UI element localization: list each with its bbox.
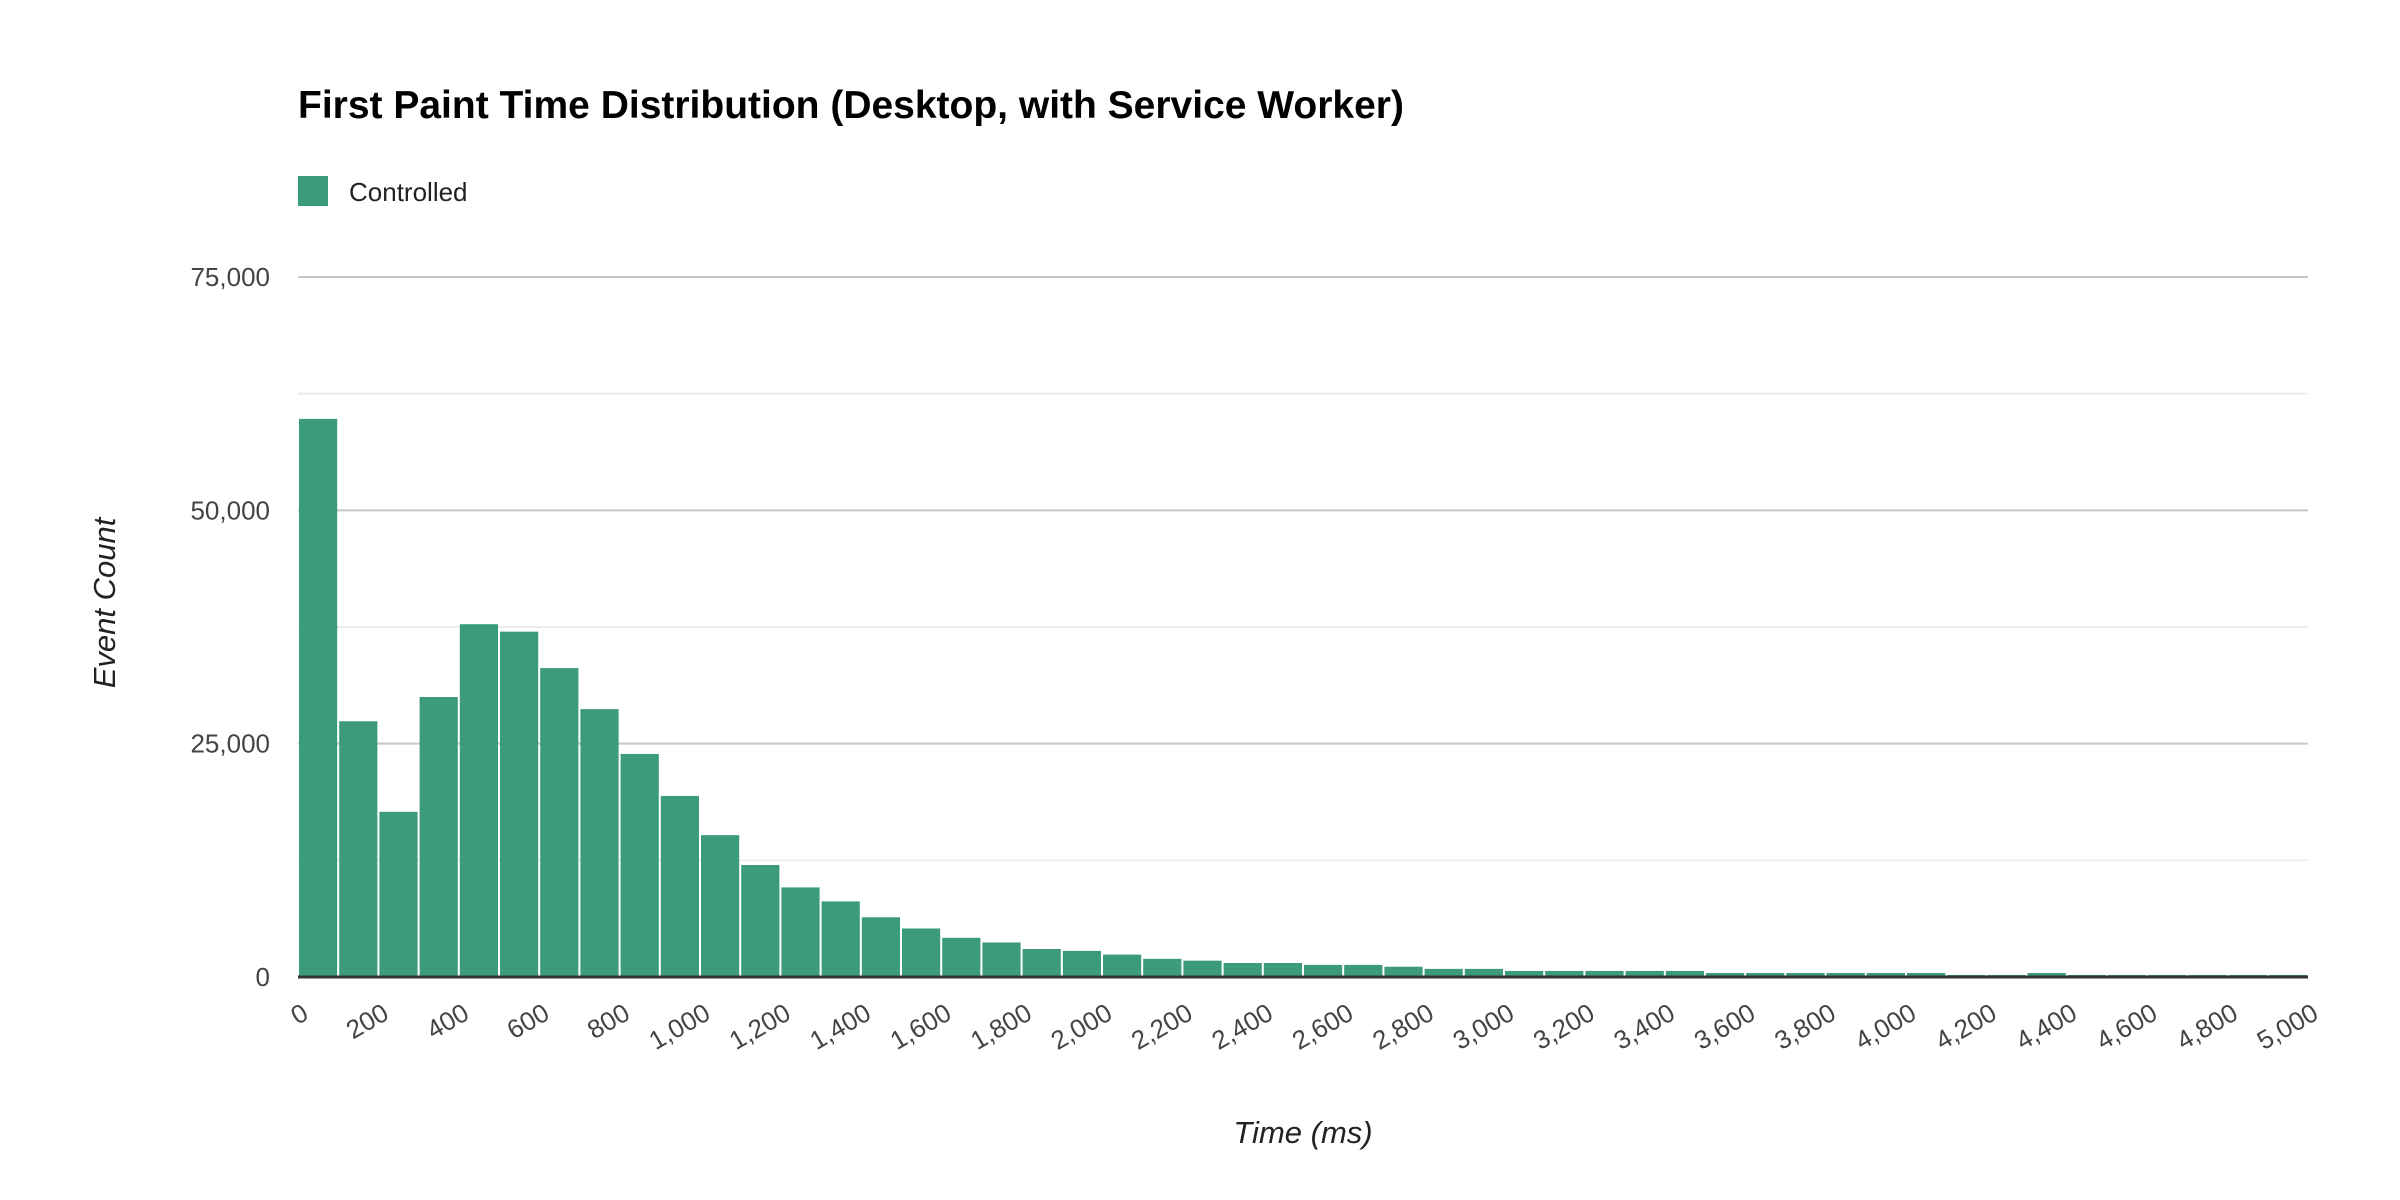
legend-swatch xyxy=(298,176,328,206)
x-tick-label: 5,000 xyxy=(2252,997,2323,1056)
x-tick-label: 2,400 xyxy=(1206,997,1277,1056)
legend-label: Controlled xyxy=(349,177,468,207)
x-tick-label: 2,800 xyxy=(1367,997,1438,1056)
histogram-bar xyxy=(1263,963,1302,977)
x-tick-label: 4,800 xyxy=(2171,997,2242,1056)
x-axis-title: Time (ms) xyxy=(1233,1115,1372,1150)
chart-title: First Paint Time Distribution (Desktop, … xyxy=(298,84,1404,127)
y-tick-label: 50,000 xyxy=(190,495,270,525)
x-tick-label: 4,600 xyxy=(2091,997,2162,1056)
x-tick-label: 1,800 xyxy=(965,997,1036,1056)
x-tick-label: 600 xyxy=(502,997,555,1045)
histogram-bar xyxy=(1022,949,1061,977)
x-tick-label: 4,400 xyxy=(2010,997,2081,1056)
histogram-bar xyxy=(1183,960,1222,977)
histogram-bar xyxy=(379,811,418,977)
histogram-bar xyxy=(1304,964,1343,977)
histogram-bar xyxy=(701,835,740,977)
histogram-bar xyxy=(1424,968,1463,977)
histogram-bar xyxy=(500,631,539,977)
histogram-bar xyxy=(540,668,579,977)
histogram-bar xyxy=(299,418,338,977)
histogram-bar xyxy=(1786,972,1825,977)
histogram-bar xyxy=(741,865,780,977)
histogram-bar xyxy=(1384,966,1423,977)
histogram-bar xyxy=(1826,972,1865,977)
y-tick-label: 75,000 xyxy=(190,262,270,292)
x-tick-label: 0 xyxy=(285,997,313,1030)
x-tick-label: 2,200 xyxy=(1126,997,1197,1056)
x-tick-label: 4,000 xyxy=(1850,997,1921,1056)
histogram-bar xyxy=(2027,972,2066,977)
histogram-bar xyxy=(821,901,860,977)
histogram-bar xyxy=(1706,972,1745,977)
y-axis-title: Event Count xyxy=(87,516,122,688)
x-tick-label: 400 xyxy=(421,997,474,1045)
x-tick-label: 2,600 xyxy=(1287,997,1358,1056)
histogram-bar xyxy=(419,697,458,977)
histogram-bar xyxy=(861,917,900,977)
x-tick-label: 2,000 xyxy=(1046,997,1117,1056)
histogram-bar xyxy=(1585,970,1624,977)
histogram-bar xyxy=(1103,954,1142,977)
histogram-bar xyxy=(580,709,619,977)
x-tick-label: 3,800 xyxy=(1769,997,1840,1056)
histogram-bar xyxy=(1545,970,1584,977)
histogram-bar xyxy=(1143,958,1182,977)
histogram-bar xyxy=(902,928,941,977)
y-tick-label: 0 xyxy=(256,962,270,992)
histogram-bar xyxy=(1223,963,1262,977)
histogram-bar xyxy=(1062,950,1101,977)
histogram-bar xyxy=(1665,970,1704,977)
x-tick-label: 3,600 xyxy=(1689,997,1760,1056)
gridlines xyxy=(298,276,2308,862)
histogram-bar xyxy=(660,795,699,977)
x-tick-label: 1,200 xyxy=(724,997,795,1056)
bars xyxy=(299,418,2307,977)
histogram-bar xyxy=(1505,970,1544,977)
histogram-bar xyxy=(339,721,378,977)
histogram-bar xyxy=(942,937,981,977)
histogram-bar xyxy=(1746,972,1785,977)
histogram-bar xyxy=(1625,970,1664,977)
histogram-bar xyxy=(620,753,659,977)
x-axis-ticks: 0 200 400 600 800 1,000 1,200 1,400 1,600 1,800 2,… xyxy=(285,997,2323,1056)
y-axis-ticks: 0 25,000 50,000 75,000 xyxy=(190,262,270,992)
histogram-bar xyxy=(1344,964,1383,977)
y-tick-label: 25,000 xyxy=(190,729,270,759)
histogram-bar xyxy=(1866,972,1905,977)
x-tick-label: 1,000 xyxy=(644,997,715,1056)
histogram-bar xyxy=(459,624,498,977)
legend: Controlled xyxy=(298,176,468,207)
x-tick-label: 1,600 xyxy=(885,997,956,1056)
histogram-bar xyxy=(1907,972,1946,977)
histogram-bar xyxy=(1464,968,1503,977)
x-tick-label: 200 xyxy=(341,997,394,1045)
x-tick-label: 4,200 xyxy=(1930,997,2001,1056)
x-tick-label: 3,000 xyxy=(1448,997,1519,1056)
x-tick-label: 3,400 xyxy=(1608,997,1679,1056)
x-tick-label: 800 xyxy=(582,997,635,1045)
x-tick-label: 3,200 xyxy=(1528,997,1599,1056)
x-tick-label: 1,400 xyxy=(804,997,875,1056)
histogram-bar xyxy=(781,887,820,977)
histogram-bar xyxy=(982,942,1021,977)
